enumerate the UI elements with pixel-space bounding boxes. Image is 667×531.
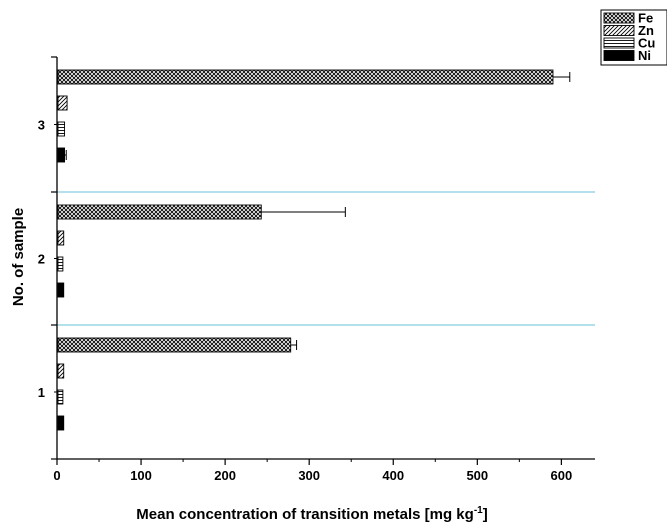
x-tick-label: 400	[382, 468, 404, 483]
legend-swatch-zn	[603, 25, 635, 36]
bars	[57, 69, 571, 431]
axes: 0 100 200 300 400 500 600 1 2 3	[38, 56, 595, 483]
bar-fe-sample-2	[57, 204, 262, 220]
legend-swatch-cu	[603, 37, 635, 49]
y-axis-title: No. of sample	[10, 208, 27, 306]
x-tick-label: 0	[53, 468, 60, 483]
bar-fe-sample-3	[57, 69, 554, 85]
bar-fe-sample-1	[57, 337, 292, 353]
legend-label-fe: Fe	[638, 11, 653, 26]
legend-label-ni: Ni	[638, 48, 651, 63]
legend-swatch-ni	[603, 50, 635, 61]
x-tick-label: 100	[130, 468, 152, 483]
x-tick-label: 200	[214, 468, 236, 483]
legend-label-cu: Cu	[638, 36, 655, 51]
bar-cu-sample-2	[57, 256, 64, 272]
bar-zn-sample-3	[57, 95, 68, 111]
legend-label-zn: Zn	[638, 23, 654, 38]
x-tick-label: 300	[298, 468, 320, 483]
x-tick-label: 600	[551, 468, 573, 483]
separator-lines	[57, 191, 595, 326]
x-axis-title: Mean concentration of transition metals …	[136, 505, 487, 523]
y-tick-label: 2	[38, 252, 45, 267]
bar-cu-sample-1	[57, 389, 64, 405]
legend-swatch-fe	[603, 12, 635, 24]
y-tick-label: 1	[38, 385, 45, 400]
bar-ni-sample-2	[57, 282, 65, 298]
bar-ni-sample-1	[57, 415, 65, 431]
bar-zn-sample-2	[57, 230, 65, 246]
bar-cu-sample-3	[57, 121, 66, 137]
bar-ni-sample-3	[57, 147, 66, 163]
bar-zn-sample-1	[57, 363, 65, 379]
x-tick-label: 500	[466, 468, 488, 483]
y-tick-label: 3	[38, 118, 45, 133]
axis-labels: Mean concentration of transition metals …	[10, 208, 488, 523]
